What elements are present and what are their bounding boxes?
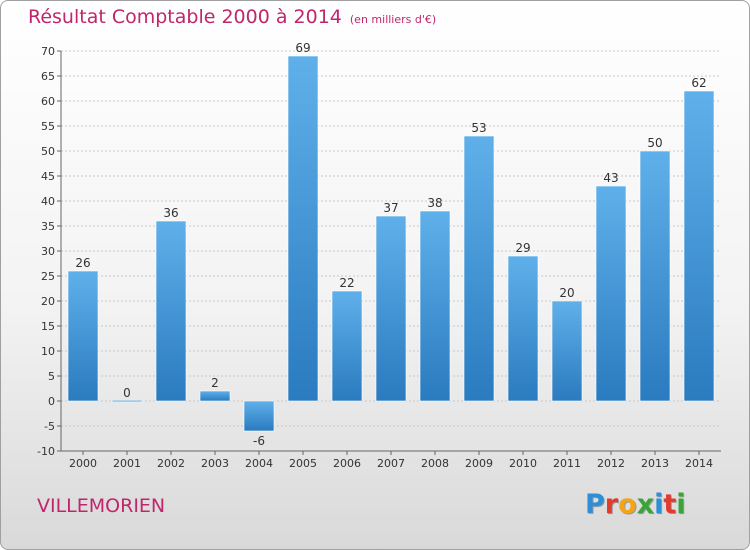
- data-label-2012: 43: [603, 171, 618, 185]
- x-tick-label-2001: 2001: [113, 457, 141, 470]
- bar-2007: [375, 215, 407, 402]
- y-tick-label: 55: [41, 120, 55, 133]
- data-label-2014: 62: [691, 76, 706, 90]
- y-tick-label: 65: [41, 70, 55, 83]
- data-label-2007: 37: [383, 201, 398, 215]
- y-tick-label: 0: [48, 395, 55, 408]
- bar-2013: [639, 150, 671, 402]
- bar-2003: [199, 390, 231, 402]
- x-tick-label-2007: 2007: [377, 457, 405, 470]
- data-label-2010: 29: [515, 241, 530, 255]
- x-tick-label-2006: 2006: [333, 457, 361, 470]
- logo-letter: x: [636, 489, 655, 520]
- x-axis-ticks: 2000 2001 2002 2003 2004 2005 2006 2007 2008 2009…: [69, 451, 713, 470]
- bar-2011: [551, 300, 583, 402]
- bars: [67, 55, 715, 432]
- data-label-2009: 53: [471, 121, 486, 135]
- x-tick-label-2014: 2014: [685, 457, 713, 470]
- y-tick-label: 25: [41, 270, 55, 283]
- data-label-2011: 20: [559, 286, 574, 300]
- bar-2012: [595, 185, 627, 402]
- logo-letter: P: [585, 489, 605, 520]
- y-tick-label: 15: [41, 320, 55, 333]
- y-tick-label: 10: [41, 345, 55, 358]
- logo-letter: t: [663, 489, 677, 520]
- y-axis-ticks: -10 -5 0 5 10 15 20 25 30 35 40 45 50 55 60 65 70: [37, 45, 61, 458]
- y-tick-label: 30: [41, 245, 55, 258]
- data-label-2004: -6: [253, 434, 265, 448]
- logo-letter: i: [676, 489, 686, 520]
- x-tick-label-2000: 2000: [69, 457, 97, 470]
- x-tick-label-2004: 2004: [245, 457, 273, 470]
- bar-2000: [67, 270, 99, 402]
- title-row: Résultat Comptable 2000 à 2014 (en millie…: [28, 6, 436, 28]
- x-tick-label-2012: 2012: [597, 457, 625, 470]
- data-label-2013: 50: [647, 136, 662, 150]
- data-label-2005: 69: [295, 41, 310, 55]
- y-tick-label: 45: [41, 170, 55, 183]
- unit-note: (en milliers d'€): [349, 13, 437, 26]
- bar-2004: [243, 400, 275, 432]
- bar-2006: [331, 290, 363, 402]
- bar-2005: [287, 55, 319, 402]
- data-label-2001: 0: [123, 386, 131, 400]
- x-tick-label-2005: 2005: [289, 457, 317, 470]
- logo-letter: r: [604, 489, 619, 520]
- bar-2010: [507, 255, 539, 402]
- logo-letter: i: [654, 489, 664, 520]
- y-tick-label: 5: [48, 370, 55, 383]
- y-tick-label: 50: [41, 145, 55, 158]
- bar-2014: [683, 90, 715, 402]
- bar-2002: [155, 220, 187, 402]
- x-tick-label-2013: 2013: [641, 457, 669, 470]
- x-tick-label-2011: 2011: [553, 457, 581, 470]
- y-tick-label: 60: [41, 95, 55, 108]
- x-tick-label-2002: 2002: [157, 457, 185, 470]
- bar-2008: [419, 210, 451, 402]
- data-label-2003: 2: [211, 376, 219, 390]
- data-label-2008: 38: [427, 196, 442, 210]
- y-tick-label: 70: [41, 45, 55, 58]
- x-tick-label-2010: 2010: [509, 457, 537, 470]
- data-label-2006: 22: [339, 276, 354, 290]
- y-tick-label: -10: [37, 445, 55, 458]
- bar-2001: [111, 399, 143, 403]
- x-tick-label-2009: 2009: [465, 457, 493, 470]
- data-label-2000: 26: [75, 256, 90, 270]
- y-tick-label: 40: [41, 195, 55, 208]
- logo-letter: o: [618, 489, 637, 520]
- y-tick-label: -5: [44, 420, 55, 433]
- data-label-2002: 36: [163, 206, 178, 220]
- commune-name: VILLEMORIEN: [37, 495, 166, 517]
- y-tick-label: 20: [41, 295, 55, 308]
- data-labels: 26 0 36 2 -6 69 22 37 38 53 29 20 43 50 62: [75, 41, 706, 448]
- bar-2009: [463, 135, 495, 402]
- proxiti-logo: Proxiti: [585, 489, 686, 520]
- x-tick-label-2008: 2008: [421, 457, 449, 470]
- x-tick-label-2003: 2003: [201, 457, 229, 470]
- chart-title: Résultat Comptable 2000 à 2014: [28, 6, 342, 28]
- y-tick-label: 35: [41, 220, 55, 233]
